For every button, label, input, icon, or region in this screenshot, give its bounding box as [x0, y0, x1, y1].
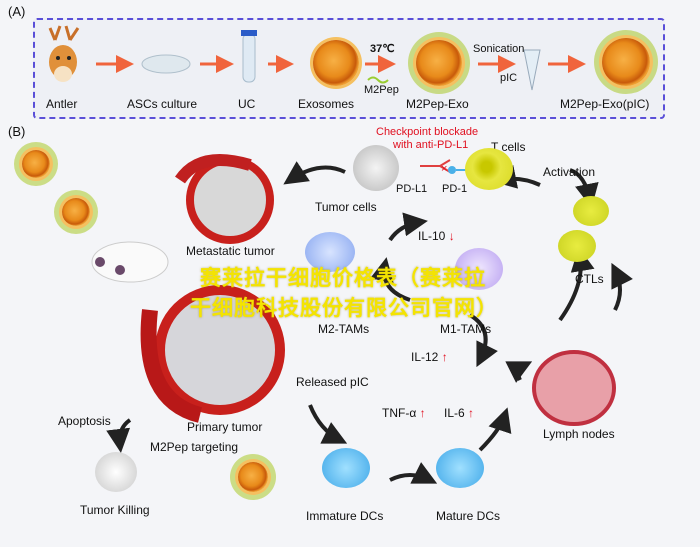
temp-label: 37℃ — [370, 43, 395, 55]
exosome-icon — [313, 40, 359, 86]
sonication-tube-icon — [523, 49, 541, 91]
step-antler: Antler — [46, 97, 78, 111]
tumor-cell-icon — [353, 145, 399, 191]
nanoparticle-icon — [22, 150, 50, 178]
pd-l1-label: PD-L1 — [396, 183, 428, 195]
step-exosomes: Exosomes — [298, 97, 355, 111]
metastatic-tumor — [186, 156, 274, 244]
lymph-node-icon — [532, 350, 616, 426]
ctl-icon — [558, 230, 596, 262]
il6-label: IL-6 ↑ — [444, 406, 475, 420]
m2pep-label: M2Pep — [364, 84, 399, 96]
m1-tams-label: M1-TAMs — [440, 322, 492, 336]
ctls-label: CTLs — [575, 272, 604, 286]
m2pep-targeting-label: M2Pep targeting — [150, 440, 239, 454]
m2-tams-label: M2-TAMs — [318, 322, 370, 336]
primary-tumor-label: Primary tumor — [187, 420, 263, 434]
sonication-label: Sonication — [473, 43, 525, 55]
m2pep-exo-icon — [416, 40, 462, 86]
uc-tube-icon — [242, 33, 256, 83]
immature-dc-icon — [322, 448, 370, 488]
step-ascs: ASCs culture — [127, 97, 198, 111]
m2pep-exo-pic-icon — [602, 38, 650, 86]
t-cell-icon — [465, 148, 513, 190]
tnf-label: TNF-α ↑ — [382, 406, 426, 420]
tumor-killing-label: Tumor Killing — [80, 503, 150, 517]
ctl-icon — [573, 196, 609, 226]
panel-a-label: (A) — [8, 4, 26, 19]
mouse-icon — [91, 241, 169, 283]
nanoparticle-icon — [62, 198, 90, 226]
mature-dc-icon — [436, 448, 484, 488]
immature-dcs-label: Immature DCs — [306, 509, 384, 523]
il10-label: IL-10 ↓ — [418, 229, 455, 243]
block-mark: × — [441, 163, 448, 175]
nanoparticle-icon — [238, 462, 268, 492]
step-m2pep-exo-pic: M2Pep-Exo(pIC) — [560, 97, 650, 111]
deer-icon — [48, 25, 80, 82]
pd-1-label: PD-1 — [442, 183, 468, 195]
mature-dcs-label: Mature DCs — [436, 509, 501, 523]
culture-dish-icon — [141, 54, 191, 74]
panel-b-label: (B) — [8, 124, 26, 139]
il12-label: IL-12 ↑ — [411, 350, 448, 364]
tumor-cells-label: Tumor cells — [315, 200, 377, 214]
dead-tumor-cell-icon — [95, 452, 137, 492]
primary-tumor — [155, 285, 285, 415]
metastatic-tumor-label: Metastatic tumor — [186, 244, 275, 258]
m2-tam-icon — [305, 232, 355, 272]
released-pic-label: Released pIC — [296, 375, 369, 389]
activation-label: Activation — [543, 165, 596, 179]
watermark-line-1: 赛莱拉干细胞价格表（赛莱拉 — [200, 267, 486, 290]
watermark-line-2: 干细胞科技股份有限公司官网） — [190, 297, 498, 320]
step-m2pep-exo: M2Pep-Exo — [406, 97, 469, 111]
pic-label: pIC — [500, 72, 518, 84]
m1-tam-icon — [455, 248, 503, 290]
step-uc: UC — [238, 97, 256, 111]
checkpoint-label: Checkpoint blockade — [376, 126, 479, 138]
apoptosis-label: Apoptosis — [58, 414, 111, 428]
lymph-nodes-label: Lymph nodes — [543, 427, 615, 441]
checkpoint-label-2: with anti-PD-L1 — [393, 139, 469, 151]
